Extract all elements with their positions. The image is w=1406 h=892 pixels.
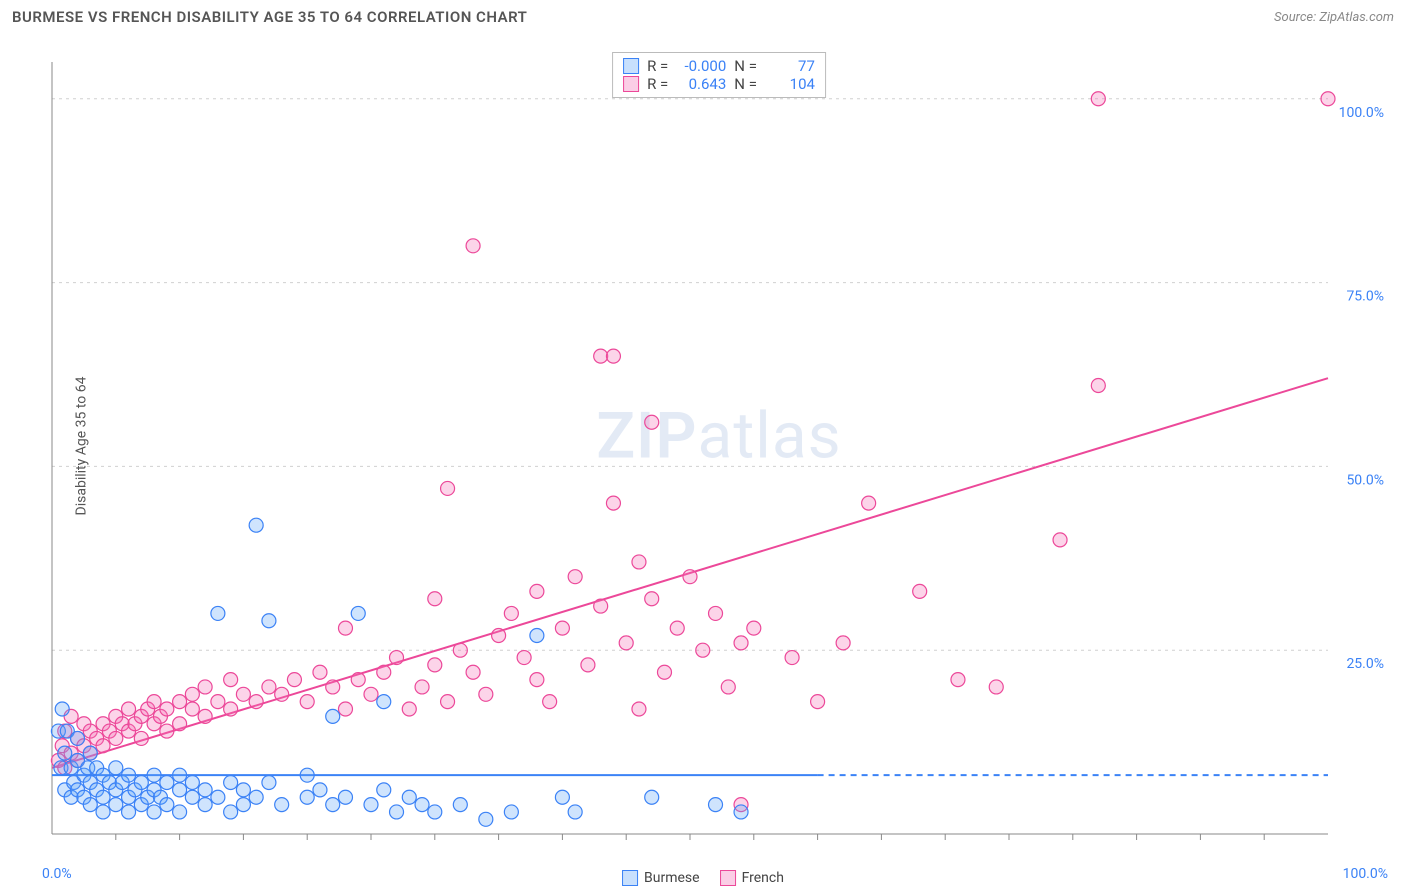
r-value-french: 0.643 <box>676 75 726 93</box>
svg-text:25.0%: 25.0% <box>1346 656 1384 672</box>
scatter-plot: 25.0% 50.0% 75.0% 100.0% <box>50 52 1388 852</box>
swatch-burmese-icon <box>622 870 638 886</box>
axis-origin-label: 0.0% <box>42 866 72 882</box>
stats-row-burmese: R = -0.000 N = 77 <box>623 57 815 75</box>
series-legend: Burmese French <box>622 870 784 886</box>
swatch-french <box>623 76 639 92</box>
svg-text:50.0%: 50.0% <box>1346 472 1384 488</box>
n-value-burmese: 77 <box>765 57 815 75</box>
swatch-burmese <box>623 58 639 74</box>
legend-item-burmese: Burmese <box>622 870 700 886</box>
svg-text:75.0%: 75.0% <box>1346 289 1384 305</box>
legend-item-french: French <box>720 870 784 886</box>
stats-row-french: R = 0.643 N = 104 <box>623 75 815 93</box>
axis-xmax-label: 100.0% <box>1343 866 1388 882</box>
swatch-french-icon <box>720 870 736 886</box>
chart-title: BURMESE VS FRENCH DISABILITY AGE 35 TO 6… <box>12 8 527 26</box>
chart-area: ZIPatlas R = -0.000 N = 77 R = 0.643 N =… <box>50 52 1388 852</box>
r-value-burmese: -0.000 <box>676 57 726 75</box>
correlation-stats-box: R = -0.000 N = 77 R = 0.643 N = 104 <box>612 52 826 98</box>
svg-text:100.0%: 100.0% <box>1339 105 1384 121</box>
source-attribution: Source: ZipAtlas.com <box>1274 10 1394 25</box>
n-value-french: 104 <box>765 75 815 93</box>
